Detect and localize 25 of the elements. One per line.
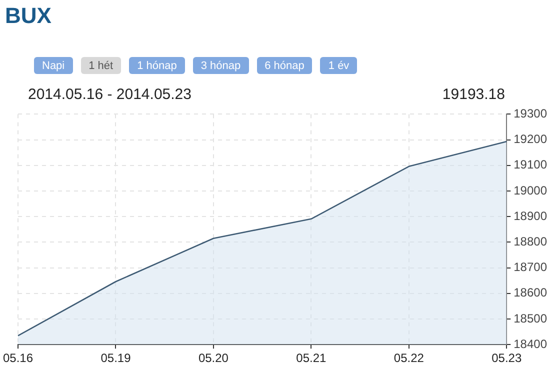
text: Napi: [34, 57, 73, 74]
x-tick-label: 05.23: [492, 351, 522, 366]
y-tick-label: 18500: [514, 311, 548, 326]
y-tick-label: 19000: [514, 183, 548, 198]
text: 1 év: [320, 57, 358, 74]
y-tick-label: 19300: [514, 106, 548, 121]
y-tick-label: 18700: [514, 260, 548, 274]
y-tick-label: 18600: [514, 286, 548, 300]
y-tick-label: 18800: [514, 234, 548, 249]
x-tick-label: 05.16: [3, 351, 34, 366]
y-tick-label: 18900: [514, 208, 548, 223]
chart-subtitle: 2014.05.16 - 2014.05.23: [28, 86, 192, 103]
y-tick-label: 19200: [514, 132, 548, 146]
chart-title: BUX: [5, 3, 52, 29]
x-tick-label: 05.19: [100, 351, 132, 366]
text: 19193.18: [442, 86, 505, 103]
x-tick-label: 05.22: [394, 351, 424, 366]
y-tick-label: 18400: [514, 336, 548, 351]
text: 3 hónap: [192, 57, 249, 74]
x-tick-label: 05.21: [296, 351, 327, 366]
y-tick-label: 19100: [514, 158, 548, 172]
x-tick-label: 05.20: [198, 351, 229, 366]
text: 1 hónap: [129, 57, 185, 74]
text: 1 hét: [80, 57, 122, 74]
text: 6 hónap: [256, 57, 312, 74]
